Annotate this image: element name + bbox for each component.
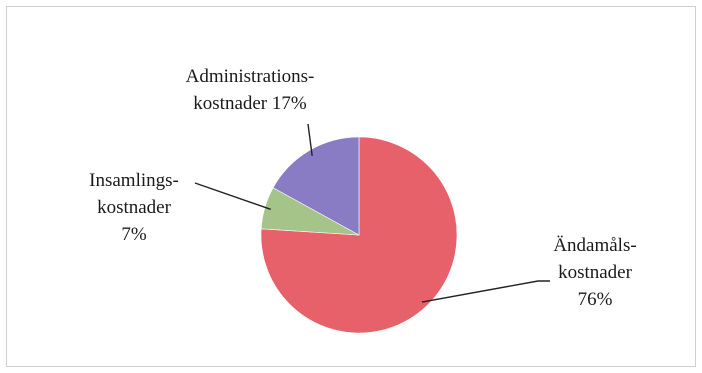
slice-label-line2: kostnader 17% [193, 93, 307, 114]
slice-label-line2: kostnader [97, 197, 172, 218]
slice-label-administrationskostnader: Administrations- kostnader 17% [186, 66, 315, 114]
slice-label-line2: kostnader [558, 262, 633, 283]
slice-label-line1: Administrations- [186, 66, 315, 87]
slice-administrationskostnader [272, 136, 360, 236]
slice-andamalskostnader [260, 136, 458, 334]
slice-label-insamlingskostnader: Insamlings- kostnader 7% [89, 170, 179, 245]
slice-label-value: 76% [578, 289, 613, 310]
leader-line [421, 280, 550, 303]
slice-label-value: 7% [121, 224, 147, 245]
slice-label-line1: Insamlings- [89, 170, 179, 191]
leader-line [307, 123, 313, 156]
leader-line [194, 182, 271, 210]
slice-label-andamalskostnader: Ändamåls- kostnader 76% [553, 235, 636, 310]
slice-label-line1: Ändamåls- [553, 235, 636, 256]
leader-lines [194, 123, 550, 303]
pie-slices [260, 136, 458, 334]
